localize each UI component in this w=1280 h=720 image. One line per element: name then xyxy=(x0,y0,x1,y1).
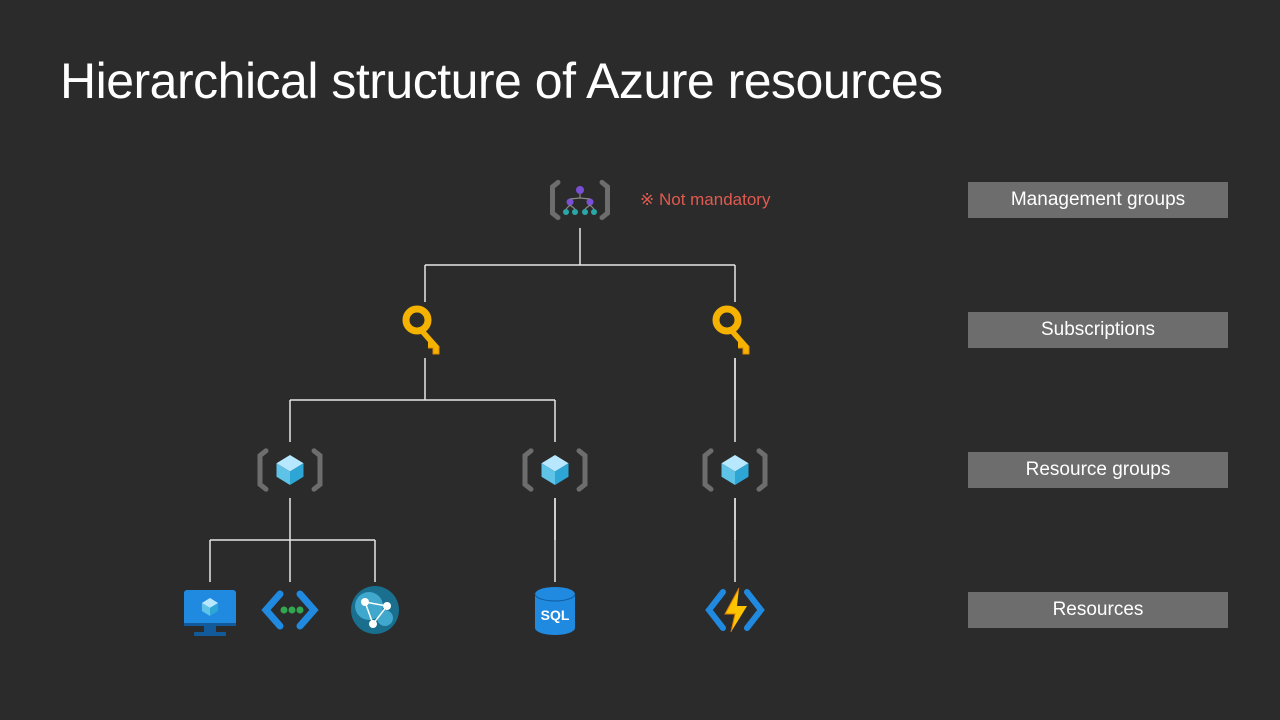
subscription-key-icon xyxy=(716,309,749,354)
vm-icon xyxy=(184,590,236,636)
slide-stage: Hierarchical structure of Azure resource… xyxy=(0,0,1280,720)
svg-text:SQL: SQL xyxy=(541,607,570,623)
hierarchy-diagram: SQL xyxy=(0,0,1280,720)
subscription-key-icon xyxy=(406,309,439,354)
resource-group-icon xyxy=(260,451,320,489)
function-icon xyxy=(709,588,761,632)
resource-group-icon xyxy=(705,451,765,489)
resource-group-icon xyxy=(525,451,585,489)
api-icon xyxy=(266,594,314,626)
webapp-icon xyxy=(351,586,399,634)
sql-database-icon: SQL xyxy=(535,587,575,635)
management-group-icon xyxy=(553,182,608,217)
